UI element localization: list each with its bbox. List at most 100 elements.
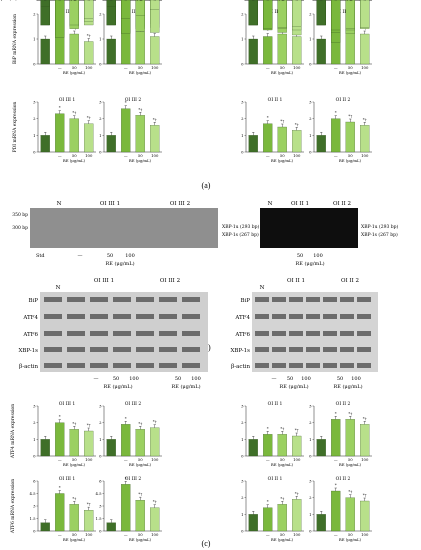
y-tick-label: 100	[304, 0, 312, 1]
bar	[263, 123, 273, 153]
chart-title: OI III 1	[59, 97, 76, 103]
x-tick-label: 50	[348, 457, 353, 462]
x-axis-label: RE (μg/mL)	[339, 70, 362, 75]
significance-mark: *	[59, 0, 61, 1]
y-tick-label: 1	[99, 37, 101, 42]
y-tick-label: 3	[99, 404, 102, 409]
bar	[345, 28, 355, 65]
blot-right-100: 100	[301, 376, 311, 382]
chart-title: OI III 2	[125, 401, 142, 407]
bar	[277, 504, 287, 532]
x-tick-label: 50	[138, 65, 143, 70]
bar	[150, 0, 160, 33]
blot-row-label-right: BiP	[240, 298, 250, 304]
y-tick-label: 0	[241, 150, 244, 155]
y-tick-label: 200	[304, 0, 312, 1]
x-tick-label: —	[266, 65, 270, 70]
x-tick-label: 100	[361, 153, 369, 158]
x-tick-label: 100	[293, 65, 301, 70]
y-tick-label: 2	[309, 116, 312, 121]
blot-band	[136, 363, 154, 368]
x-tick-label: —	[334, 0, 338, 1]
y-tick-label: 50	[239, 0, 244, 1]
y-axis-label: ATF4/β-actin	[0, 0, 15, 2]
y-tick-label: 200	[28, 0, 36, 1]
blot-band	[255, 331, 269, 336]
blot-band	[90, 297, 108, 302]
bar	[150, 125, 160, 153]
blot-band	[182, 347, 200, 352]
bar	[248, 38, 258, 65]
significance-mark: *†	[295, 0, 299, 1]
gel-right-band-s: XBP-1s (267 bp)	[361, 231, 398, 238]
chart-title: OI III 1	[59, 476, 76, 482]
significance-mark: *†	[363, 0, 367, 1]
y-tick-label: 0	[33, 0, 36, 1]
bar	[316, 135, 326, 153]
blot-left-50: 50	[113, 376, 119, 382]
y-tick-label: 3	[99, 100, 102, 105]
gel-right-50: 50	[297, 253, 303, 259]
x-axis-label: RE (μg/mL)	[63, 0, 86, 1]
x-tick-label: —	[334, 532, 338, 537]
y-tick-label: 2	[309, 495, 312, 500]
y-tick-label: 150	[28, 0, 36, 1]
bar	[55, 0, 65, 38]
chart-title: OI II 1	[268, 0, 283, 2]
y-tick-label: 400	[94, 0, 102, 1]
y-tick-label: 0	[241, 0, 244, 1]
blot-band	[44, 331, 62, 336]
bar	[292, 435, 302, 457]
x-tick-label: —	[124, 532, 128, 537]
y-tick-label: 0	[99, 62, 102, 67]
x-axis-label: RE (μg/mL)	[63, 70, 86, 75]
significance-mark: *†	[280, 426, 284, 431]
blot-band	[357, 347, 371, 352]
significance-mark: *†	[87, 502, 91, 507]
significance-mark: *†	[295, 122, 299, 127]
y-tick-label: 0	[309, 454, 312, 459]
x-tick-label: 50	[72, 532, 77, 537]
y-tick-label: 200	[28, 0, 36, 1]
blot-left-dash: —	[94, 376, 99, 382]
blot-band	[306, 347, 320, 352]
blot-band	[44, 347, 62, 352]
blot-band	[255, 363, 269, 368]
blot-band	[67, 363, 85, 368]
significance-mark: *†	[87, 115, 91, 120]
x-tick-label: 50	[72, 457, 77, 462]
y-tick-label: 1	[33, 437, 35, 442]
y-tick-label: 2	[33, 420, 36, 425]
bar	[345, 419, 355, 457]
significance-mark: *†	[87, 0, 91, 1]
bar	[135, 31, 145, 65]
blot-band	[159, 314, 177, 319]
bar	[292, 0, 302, 27]
y-tick-label: 400	[28, 0, 36, 1]
significance-mark: *†	[72, 110, 76, 115]
bar	[292, 130, 302, 153]
blot-band	[323, 314, 337, 319]
significance-mark: *	[125, 476, 127, 481]
bar	[84, 0, 94, 19]
significance-mark: *	[267, 499, 269, 504]
x-tick-label: —	[58, 532, 62, 537]
significance-mark: *†	[348, 114, 352, 119]
significance-mark: *	[59, 414, 61, 419]
blot-band	[67, 297, 85, 302]
bar	[150, 36, 160, 65]
y-tick-label: 2	[99, 420, 102, 425]
y-tick-label: 50	[307, 0, 312, 1]
bar	[121, 424, 131, 457]
blot-right-dash: —	[272, 376, 277, 382]
bar	[69, 118, 79, 153]
y-axis-label: BiP mRNA expression	[12, 14, 18, 64]
chart-title: OI II 1	[268, 0, 283, 2]
significance-mark: *†	[295, 428, 299, 433]
significance-mark: *†	[348, 411, 352, 416]
blot-right-re2: RE (μg/mL)	[333, 383, 362, 390]
